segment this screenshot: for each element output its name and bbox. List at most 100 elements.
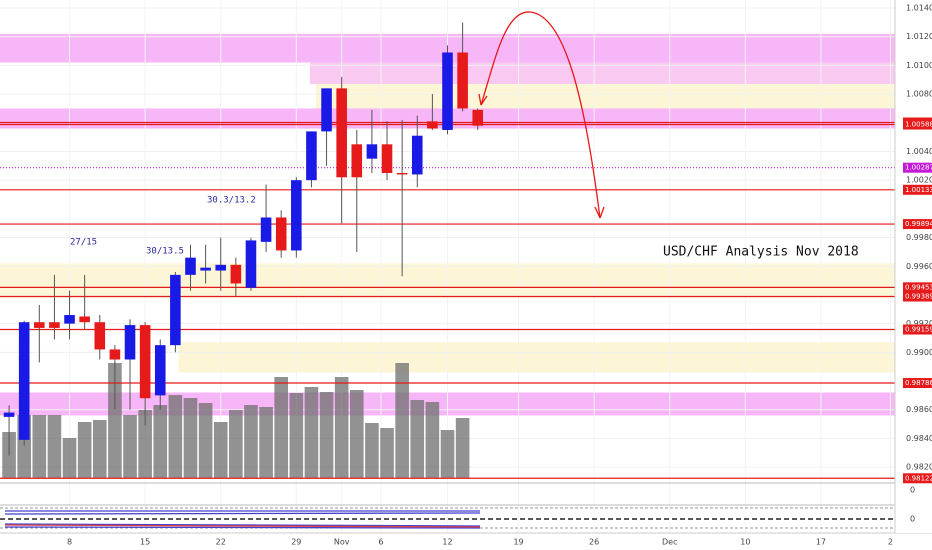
volume-bar — [334, 377, 349, 478]
volume-bar — [138, 410, 152, 478]
annotation: 30.3/13.2 — [207, 196, 256, 206]
volume-bar — [440, 430, 455, 478]
volume-bar — [108, 363, 122, 478]
volume-bar — [47, 415, 62, 478]
level-tag — [903, 378, 932, 389]
axis-labels: 1.01400 1.01200 1.01000 1.00800 1.00400 1.002… — [67, 4, 932, 547]
level-label: 0.98122 — [905, 474, 932, 482]
zone — [178, 342, 895, 373]
level-tag — [903, 219, 932, 230]
y-tick-label: 1.01400 — [906, 4, 932, 13]
pane-label: 0 — [910, 486, 915, 495]
candle-body — [230, 264, 242, 284]
x-tick-label: 15 — [140, 538, 150, 547]
candle-body — [154, 345, 166, 396]
x-tick-label: Dec — [662, 538, 677, 547]
price-axis — [895, 0, 932, 533]
candle-body — [411, 135, 423, 175]
level-label: 0.99894 — [905, 220, 932, 228]
level-label: 0.99453 — [905, 283, 932, 291]
annotation: 27/15 — [70, 238, 97, 248]
x-tick-label: 6 — [378, 538, 383, 547]
volume-bar — [410, 400, 425, 478]
volume-bar — [425, 402, 440, 478]
candle-body — [396, 173, 408, 175]
candle-body — [457, 52, 468, 109]
candle-body — [79, 316, 90, 323]
candle-body — [215, 264, 227, 271]
volume-bar — [198, 403, 213, 478]
volume-bar — [319, 392, 334, 478]
level-tag — [903, 282, 932, 293]
candle-body — [94, 322, 106, 350]
level-label: 0.98786 — [905, 379, 932, 387]
volume-bar — [229, 410, 243, 478]
volume-bar — [455, 418, 470, 478]
x-tick-label: 22 — [216, 538, 226, 547]
volume-bar — [259, 407, 273, 478]
y-tick-label: 1.00800 — [906, 90, 932, 99]
candle-body — [472, 109, 484, 126]
y-tick-label: 1.01000 — [906, 61, 932, 70]
y-tick-label: 0.98200 — [906, 463, 932, 472]
candle-body — [34, 322, 45, 328]
volume-bar — [349, 390, 364, 478]
candle-body — [336, 88, 347, 178]
x-tick-label: 17 — [816, 538, 826, 547]
x-tick-label: 10 — [740, 538, 750, 547]
oscillator-lines — [4, 510, 481, 529]
volume-bar — [289, 393, 304, 478]
volume-bar — [183, 398, 198, 478]
volume-bar — [304, 387, 319, 478]
volume-bar — [244, 405, 258, 478]
level-label: 1.00287 — [905, 164, 932, 172]
x-tick-label: 19 — [513, 538, 523, 547]
candle-body — [427, 121, 438, 129]
candle-body — [306, 131, 317, 181]
x-tick-label: 26 — [589, 538, 599, 547]
level-tag — [903, 162, 932, 173]
volume-bar — [92, 420, 107, 478]
arrow-head — [478, 93, 605, 219]
candle-body — [139, 325, 151, 399]
volume-bar — [380, 428, 394, 478]
forecast-arrow — [480, 11, 601, 219]
candle-body — [109, 349, 121, 360]
level-tag — [903, 184, 932, 195]
candle-body — [124, 325, 136, 360]
candle-body — [366, 144, 378, 159]
volume-bar — [395, 363, 409, 478]
level-label: 1.00588 — [905, 121, 932, 129]
candle-body — [49, 322, 60, 328]
oscillator-signal — [4, 524, 481, 528]
volume-bar — [153, 405, 168, 478]
volume-bar — [365, 423, 379, 478]
candle-body — [442, 52, 453, 130]
level-label: 0.99389 — [905, 293, 932, 301]
volume-bar — [32, 415, 47, 478]
candle-body — [200, 267, 211, 271]
volume-bar — [168, 395, 183, 478]
volume-bar — [62, 438, 77, 478]
candle-body — [321, 88, 332, 132]
candle-body — [245, 240, 257, 288]
volume-bar — [213, 422, 228, 478]
level-tag — [903, 324, 932, 335]
candle-body — [18, 322, 30, 440]
candle-body — [170, 274, 181, 346]
level-tag — [903, 119, 932, 130]
x-tick-label: 12 — [442, 538, 452, 547]
zone — [309, 62, 896, 85]
volume-bar — [274, 377, 289, 478]
y-tick-label: 1.01200 — [906, 32, 932, 41]
volume-bar — [123, 415, 137, 478]
candle-body — [3, 412, 15, 417]
level-tag — [903, 473, 932, 484]
plot-area — [0, 0, 896, 533]
